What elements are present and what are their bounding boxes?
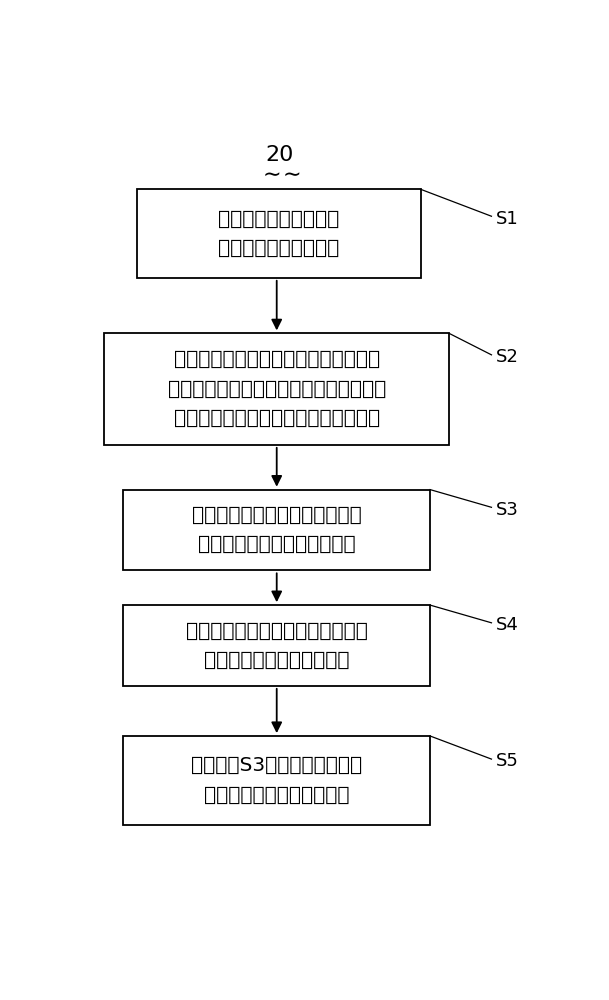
Text: 经过供电时间后，断开当前的开关: 经过供电时间后，断开当前的开关	[186, 621, 368, 640]
Text: 根据供电单体电池的节数，确定开关组: 根据供电单体电池的节数，确定开关组	[174, 350, 380, 369]
Text: 合，闭合一所述开关组合；所述开关组合: 合，闭合一所述开关组合；所述开关组合	[167, 380, 386, 399]
Text: 次供电单体电池的节数: 次供电单体电池的节数	[219, 239, 340, 258]
Text: S3: S3	[496, 501, 519, 519]
Text: 根据目标电压，计算每: 根据目标电压，计算每	[219, 209, 340, 228]
Text: 负载电流的大小计算供电时间: 负载电流的大小计算供电时间	[198, 535, 356, 554]
FancyBboxPatch shape	[105, 333, 449, 445]
Text: S5: S5	[496, 752, 519, 770]
FancyBboxPatch shape	[138, 189, 421, 278]
Text: S2: S2	[496, 348, 519, 366]
Text: 重复步骤S3，实现交替闭合每: 重复步骤S3，实现交替闭合每	[191, 756, 362, 775]
Text: 组合，闭合下一个开关组合: 组合，闭合下一个开关组合	[204, 651, 350, 670]
Text: 一开关组合，输出目标电压: 一开关组合，输出目标电压	[204, 785, 350, 804]
FancyBboxPatch shape	[123, 605, 430, 686]
Text: $\sim\!\!\sim$: $\sim\!\!\sim$	[258, 164, 300, 184]
Text: 确定负载电流的大小，并根据该: 确定负载电流的大小，并根据该	[192, 506, 362, 525]
Text: S4: S4	[496, 616, 519, 634]
Text: 20: 20	[265, 145, 294, 165]
FancyBboxPatch shape	[123, 736, 430, 825]
Text: S1: S1	[496, 210, 519, 228]
FancyBboxPatch shape	[123, 490, 430, 570]
Text: 包括一所述正极开关和一所述负极开关: 包括一所述正极开关和一所述负极开关	[174, 409, 380, 428]
